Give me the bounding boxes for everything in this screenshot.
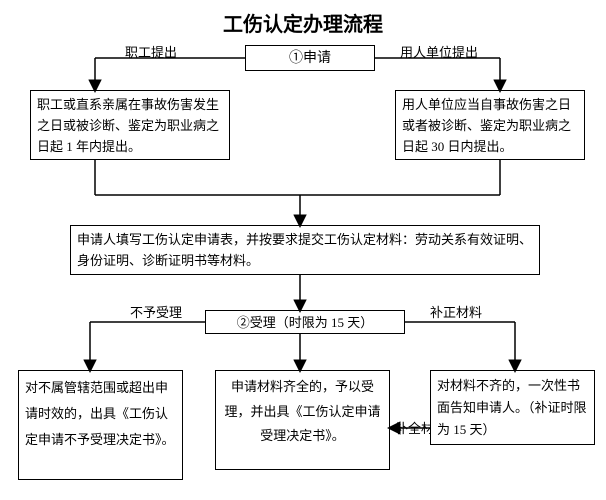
node-employee-deadline: 职工或直系亲属在事故伤害发生之日或被诊断、鉴定为职业病之日起 1 年内提出。	[30, 90, 230, 160]
node-apply: ①申请	[245, 45, 375, 71]
label-employer-apply: 用人单位提出	[400, 42, 478, 61]
node-accept: ②受理（时限为 15 天）	[205, 310, 405, 334]
node-employer-deadline: 用人单位应当自事故伤害之日或者被诊断、鉴定为职业病之日起 30 日内提出。	[395, 90, 585, 160]
node-ok: 申请材料齐全的，予以受理，并出具《工伤认定申请受理决定书》。	[215, 370, 390, 470]
label-supplement: 补正材料	[430, 302, 482, 321]
node-reject: 对不属管辖范围或超出申请时效的，出具《工伤认定申请不予受理决定书》。	[18, 370, 183, 480]
node-materials: 申请人填写工伤认定申请表，并按要求提交工伤认定材料：劳动关系有效证明、身份证明、…	[70, 225, 540, 275]
label-employee-apply: 职工提出	[125, 42, 177, 61]
node-supplement: 对材料不齐的，一次性书面告知申请人。（补证时限为 15 天）	[430, 370, 595, 445]
page-title: 工伤认定办理流程	[0, 8, 606, 37]
label-not-accept: 不予受理	[130, 302, 182, 321]
